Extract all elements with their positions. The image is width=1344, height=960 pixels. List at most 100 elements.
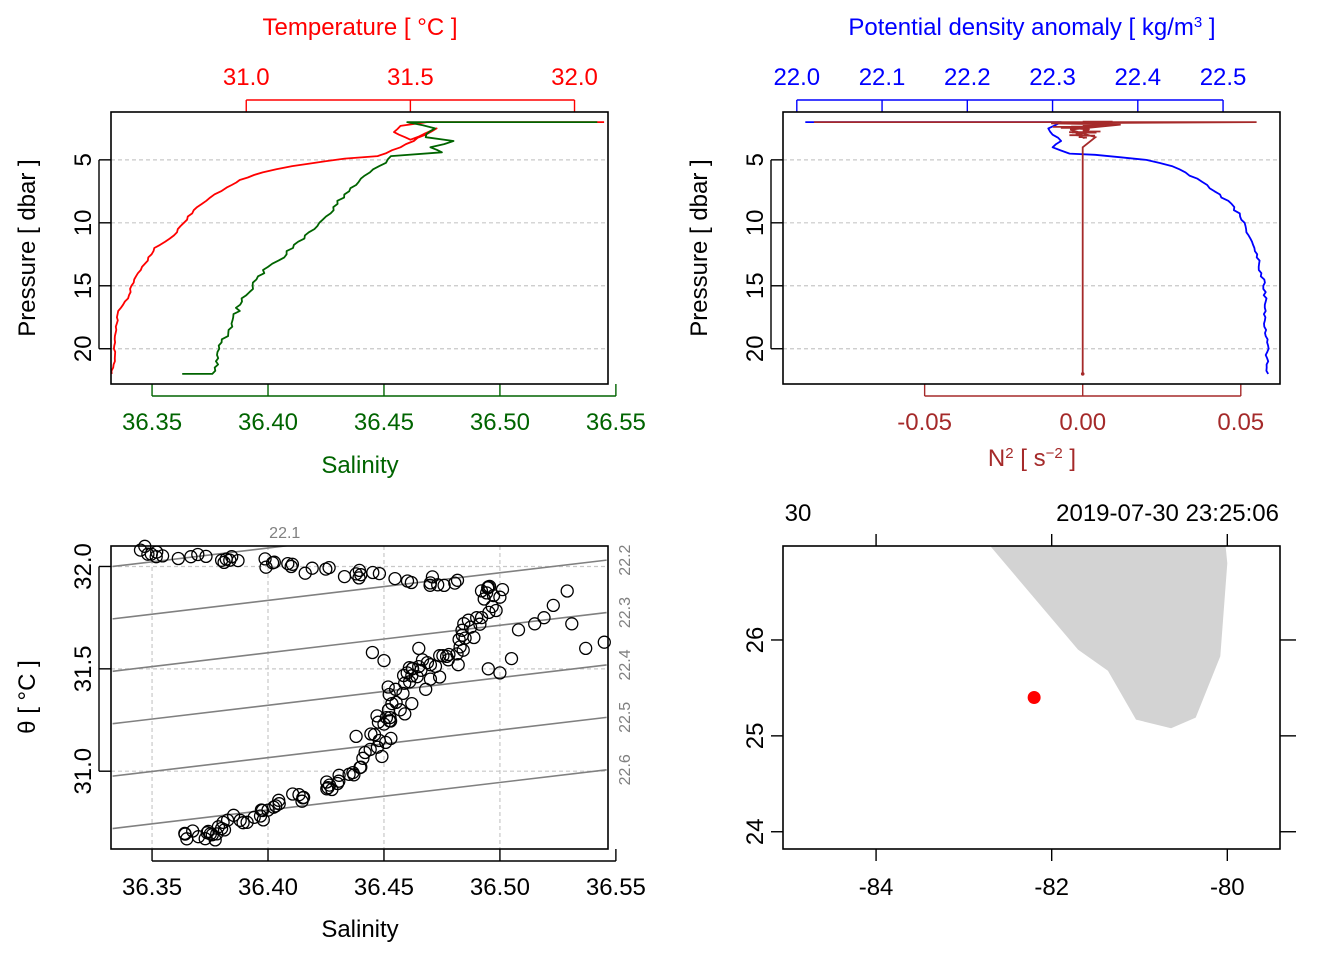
- n2-bottom-point: [1080, 372, 1085, 376]
- pressure-tick-label: 10: [742, 209, 769, 236]
- ts-outlier-point: [384, 731, 398, 746]
- isopycnal-line: [112, 716, 607, 777]
- ts-point: [356, 751, 370, 765]
- density-profile-line: [805, 121, 1270, 375]
- ts-outlier-point: [365, 645, 380, 660]
- ts-point: [149, 550, 163, 564]
- pressure-gridlines: [111, 159, 608, 350]
- ts-outlier-point: [377, 653, 391, 668]
- ts-point: [489, 603, 503, 618]
- map-axes-ticks: -84 -82 -80 24 25 26: [742, 534, 1296, 901]
- ts-point: [461, 613, 476, 627]
- ts-point: [388, 682, 403, 696]
- ts-point: [296, 791, 310, 805]
- station-datetime-label: 2019-07-30 23:25:06: [1056, 500, 1279, 527]
- ts-point: [482, 605, 496, 620]
- pressure-tick-label: 5: [70, 153, 97, 166]
- ts-point: [474, 610, 489, 625]
- isopycnal-group: [112, 546, 607, 830]
- ts-point: [379, 710, 394, 725]
- ts-point: [375, 749, 389, 764]
- map-content: [990, 546, 1228, 729]
- ts-point: [364, 727, 378, 741]
- ts-outlier-point: [432, 670, 447, 684]
- density-n2-profile-panel: Potential density anomaly [ kg/m3 ] N2 […: [686, 14, 1281, 472]
- station-map-panel: 30 2019-07-30 23:25:06 -84 -82 -80 24 25 26: [742, 500, 1296, 901]
- isopycnal-line: [112, 664, 607, 725]
- top-axis-tick-label: 22.4: [1114, 64, 1161, 91]
- ts-point: [231, 553, 245, 568]
- top-axis-tick-label: 31.0: [223, 64, 270, 91]
- ts-outlier-point: [511, 623, 526, 637]
- ts-point: [240, 815, 254, 829]
- theta-tick-label: 32.0: [70, 543, 97, 590]
- n2-profile-line: [814, 120, 1257, 374]
- ts-point: [236, 816, 250, 830]
- plot-frame: [110, 545, 609, 850]
- ts-point: [320, 782, 334, 796]
- ts-point: [431, 578, 445, 592]
- profile-axes-ticks: 5 10 15 20 22.0 22.1 22.2 22.3 22.4 22.5 -0.05 0.00…: [742, 64, 1264, 436]
- ts-point: [261, 803, 275, 817]
- salinity-tick-label: 36.45: [354, 874, 414, 901]
- ts-outlier-point: [560, 584, 574, 598]
- ts-point: [298, 566, 312, 580]
- ts-axes-ticks: 36.35 36.40 36.45 36.50 36.55 31.0 31.5 32.0: [70, 543, 646, 901]
- ts-outlier-point: [423, 672, 438, 686]
- top-axis-tick-label: 22.1: [859, 64, 906, 91]
- ts-point: [398, 676, 412, 690]
- isopycnal-label: 22.5: [617, 702, 634, 733]
- theta-tick-label: 31.5: [70, 645, 97, 692]
- profile-series: [110, 121, 605, 375]
- theta-axis-title: θ [ °C ]: [14, 660, 41, 734]
- pressure-tick-label: 20: [70, 335, 97, 362]
- ts-outlier-point: [546, 598, 560, 613]
- ts-point: [423, 576, 438, 590]
- ts-outlier-point: [349, 729, 363, 744]
- pressure-tick-label: 20: [742, 335, 769, 362]
- isopycnal-line: [112, 546, 292, 568]
- ts-point: [473, 617, 487, 631]
- latitude-tick-label: 26: [742, 627, 769, 654]
- bottom-axis-tick-label: 36.35: [122, 409, 182, 436]
- ts-point: [477, 592, 491, 606]
- ts-point: [305, 561, 319, 575]
- isopycnal-line: [112, 559, 607, 620]
- salinity-axis-title: Salinity: [321, 916, 398, 943]
- pressure-tick-label: 15: [742, 272, 769, 299]
- ts-point: [481, 580, 495, 594]
- ts-outlier-point: [398, 707, 412, 721]
- top-axis-tick-label: 31.5: [387, 64, 434, 91]
- ts-outlier-point: [493, 666, 507, 680]
- ts-point: [442, 647, 456, 662]
- ts-point: [479, 586, 494, 600]
- salinity-tick-label: 36.55: [586, 874, 646, 901]
- ts-point: [470, 611, 484, 625]
- ts-point: [233, 813, 247, 827]
- top-axis-tick-label: 22.5: [1200, 64, 1247, 91]
- pressure-tick-label: 10: [70, 209, 97, 236]
- ts-point: [180, 832, 194, 846]
- ts-point: [337, 569, 352, 584]
- ts-point: [347, 768, 361, 782]
- longitude-tick-label: -80: [1210, 874, 1245, 901]
- pressure-tick-label: 5: [742, 153, 769, 166]
- density-axis-title: Potential density anomaly [ kg/m3 ]: [848, 14, 1215, 42]
- ts-point: [437, 578, 451, 593]
- ts-point: [141, 547, 155, 561]
- salinity-tick-label: 36.50: [470, 874, 530, 901]
- isopycnal-label: 22.1: [269, 525, 300, 542]
- top-axis-tick-label: 22.2: [944, 64, 991, 91]
- ts-scatter-points: [133, 539, 611, 847]
- isopycnal-label: 22.6: [617, 754, 634, 785]
- ts-point: [404, 575, 419, 590]
- latitude-tick-label: 24: [742, 818, 769, 845]
- ts-point: [292, 788, 306, 802]
- ts-point: [354, 760, 368, 774]
- ts-outlier-point: [528, 617, 542, 631]
- plot-frame: [782, 111, 1281, 385]
- salinity-profile-line: [182, 121, 598, 375]
- ts-gridlines: [111, 546, 608, 849]
- ts-point: [133, 543, 148, 557]
